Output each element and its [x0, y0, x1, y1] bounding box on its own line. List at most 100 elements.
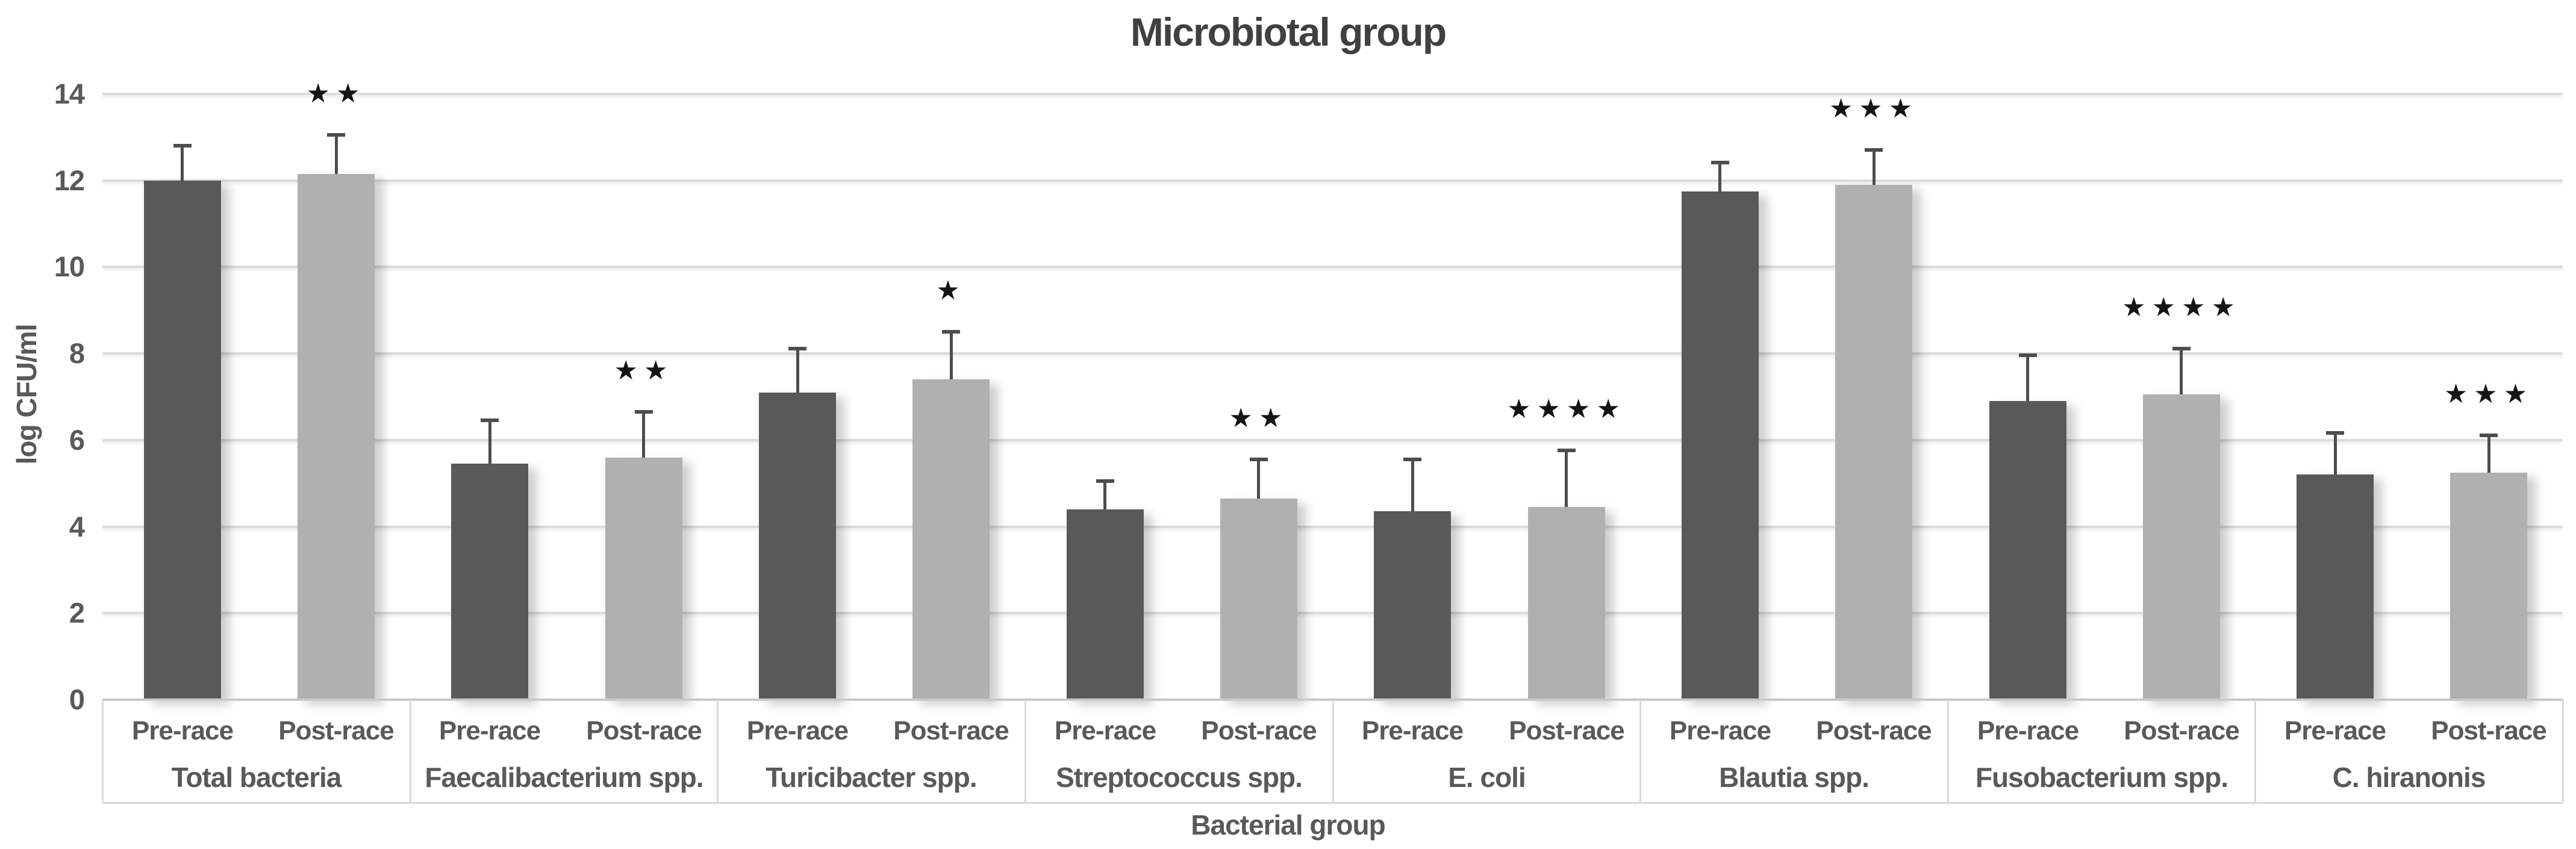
error-bar-post-race: [1257, 458, 1260, 499]
error-bar-cap-post-race: [327, 133, 345, 137]
gridline: [102, 266, 2563, 268]
series-label-pre-race: Pre-race: [2284, 716, 2386, 745]
error-bar-cap-post-race: [942, 330, 960, 334]
category-separator: [717, 700, 719, 802]
category-separator: [102, 700, 104, 802]
error-bar-pre-race: [488, 418, 491, 464]
series-label-pre-race: Pre-race: [1977, 716, 2079, 745]
error-bar-post-race: [335, 133, 338, 174]
y-tick-label: 6: [69, 424, 85, 456]
error-bar-cap-pre-race: [481, 418, 499, 422]
significance-marker: ★★: [306, 79, 366, 108]
error-bar-cap-pre-race: [788, 347, 806, 350]
series-label-pre-race: Pre-race: [1669, 716, 1771, 745]
error-bar-cap-post-race: [2480, 434, 2498, 437]
chart-title: Microbiotal group: [1130, 10, 1447, 54]
bar-post-race: [298, 174, 375, 700]
bar-pre-race: [1989, 401, 2066, 700]
series-label-post-race: Post-race: [278, 716, 395, 745]
error-bar-cap-post-race: [2172, 347, 2191, 350]
category-label: Blautia spp.: [1719, 762, 1870, 793]
category-separator: [1024, 700, 1026, 802]
error-bar-cap-pre-race: [2326, 431, 2344, 435]
error-bar-pre-race: [181, 144, 184, 181]
x-axis-title: Bacterial group: [1191, 809, 1385, 841]
significance-marker: ★★★: [1829, 94, 1919, 123]
bar-pre-race: [144, 181, 221, 700]
bar-pre-race: [2297, 474, 2374, 700]
error-bar-pre-race: [1411, 458, 1414, 511]
error-bar-cap-post-race: [1558, 449, 1576, 452]
category-label: Turicibacter spp.: [766, 762, 977, 793]
bar-post-race: [2450, 473, 2527, 700]
error-bar-pre-race: [2026, 353, 2029, 401]
gridline: [102, 612, 2563, 614]
y-tick-label: 8: [69, 337, 85, 369]
bar-post-race: [1220, 499, 1297, 700]
significance-marker: ★★★★: [1507, 394, 1626, 424]
series-label-post-race: Post-race: [2431, 716, 2547, 745]
category-separator: [1332, 700, 1334, 802]
error-bar-cap-pre-race: [173, 144, 192, 148]
error-bar-cap-pre-race: [1403, 458, 1421, 461]
y-tick-label: 10: [54, 250, 85, 282]
error-bar-cap-post-race: [635, 410, 653, 414]
series-label-post-race: Post-race: [1509, 716, 1625, 745]
bar-pre-race: [759, 393, 836, 700]
error-bar-post-race: [1873, 148, 1876, 185]
gridline: [102, 526, 2563, 528]
error-bar-pre-race: [796, 347, 799, 393]
error-bar-cap-pre-race: [2019, 353, 2037, 357]
category-label: Total bacteria: [171, 762, 342, 793]
series-label-post-race: Post-race: [1816, 716, 1932, 745]
series-label-pre-race: Pre-race: [131, 716, 234, 745]
error-bar-pre-race: [1103, 479, 1106, 509]
category-label: Faecalibacterium spp.: [425, 762, 703, 793]
category-separator: [1639, 700, 1641, 802]
error-bar-post-race: [1565, 449, 1568, 507]
gridline: [102, 352, 2563, 355]
error-bar-cap-pre-race: [1711, 161, 1729, 164]
significance-marker: ★★★★: [2122, 293, 2241, 322]
error-bar-post-race: [2180, 347, 2183, 394]
series-label-pre-race: Pre-race: [438, 716, 541, 745]
gridline: [102, 179, 2563, 182]
bar-pre-race: [1067, 509, 1144, 700]
y-tick-label: 2: [69, 597, 85, 629]
series-label-post-race: Post-race: [586, 716, 702, 745]
y-tick-label: 0: [69, 683, 85, 715]
series-label-pre-race: Pre-race: [1361, 716, 1464, 745]
category-separator: [2562, 700, 2564, 802]
error-bar-cap-post-race: [1250, 458, 1268, 461]
error-bar-pre-race: [1718, 161, 1721, 191]
category-label: C. hiranonis: [2332, 762, 2486, 793]
category-label: Fusobacterium spp.: [1975, 762, 2228, 793]
error-bar-post-race: [2487, 434, 2490, 473]
y-tick-label: 12: [54, 164, 85, 196]
bar-pre-race: [451, 464, 528, 700]
bar-post-race: [605, 458, 682, 700]
series-label-pre-race: Pre-race: [1054, 716, 1156, 745]
gridline: [102, 439, 2563, 441]
error-bar-cap-post-race: [1865, 148, 1883, 152]
bar-pre-race: [1682, 191, 1759, 700]
series-label-post-race: Post-race: [893, 716, 1009, 745]
label-band-bottom-border: [102, 802, 2563, 804]
series-label-post-race: Post-race: [1201, 716, 1317, 745]
series-label-pre-race: Pre-race: [746, 716, 849, 745]
error-bar-cap-pre-race: [1096, 479, 1114, 483]
error-bar-pre-race: [2334, 431, 2337, 474]
bar-post-race: [912, 379, 990, 700]
bar-post-race: [1528, 507, 1605, 700]
series-label-post-race: Post-race: [2124, 716, 2240, 745]
bar-pre-race: [1374, 511, 1451, 700]
significance-marker: ★★: [1229, 403, 1289, 433]
category-separator: [410, 700, 411, 802]
y-tick-label: 14: [54, 78, 85, 110]
error-bar-post-race: [642, 410, 645, 458]
gridline: [102, 93, 2563, 95]
error-bar-post-race: [950, 330, 953, 379]
bar-post-race: [1835, 185, 1912, 700]
bar-post-race: [2143, 394, 2220, 700]
